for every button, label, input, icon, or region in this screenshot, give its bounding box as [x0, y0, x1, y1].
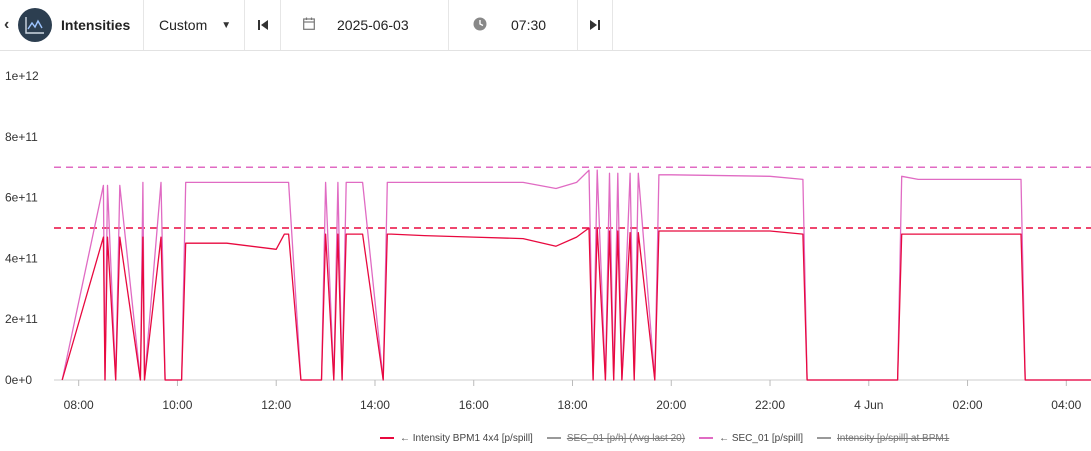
legend-item[interactable]: ← SEC_01 [p/spill]	[699, 433, 803, 444]
legend-label: Intensity [p/spill] at BPM1	[837, 432, 950, 444]
back-icon[interactable]: ‹	[4, 16, 10, 33]
x-tick-label: 14:00	[360, 398, 390, 412]
calendar-icon	[303, 17, 315, 33]
x-tick-label: 12:00	[261, 398, 291, 412]
time-picker[interactable]: 07:30	[449, 0, 578, 50]
date-picker[interactable]: 2025-06-03	[281, 0, 449, 50]
legend-swatch	[817, 437, 831, 439]
y-tick-label: 1e+12	[5, 69, 39, 83]
date-value: 2025-06-03	[337, 17, 409, 33]
chart-legend: ← Intensity BPM1 4x4 [p/spill] SEC_01 [p/…	[380, 430, 963, 446]
chevron-down-icon: ▼	[221, 19, 232, 31]
range-preset-value: Custom	[159, 17, 208, 33]
legend-swatch	[546, 437, 561, 439]
app-header: ‹ Intensities	[0, 0, 144, 50]
x-tick-label: 22:00	[755, 398, 785, 412]
app-title: Intensities	[61, 17, 131, 33]
time-value: 07:30	[511, 17, 547, 33]
legend-swatch	[380, 437, 394, 439]
y-tick-label: 6e+11	[5, 191, 38, 205]
x-tick-label: 20:00	[656, 398, 686, 412]
legend-label: ← Intensity BPM1 4x4 [p/spill]	[400, 432, 533, 444]
x-tick-label: 4 Jun	[854, 398, 883, 412]
legend-label: SEC_01 [p/h] (Avg last 20)	[566, 432, 686, 444]
legend-swatch	[699, 437, 714, 439]
x-tick-label: 04:00	[1051, 398, 1081, 412]
next-button[interactable]	[578, 0, 613, 50]
intensity-chart[interactable]: 0e+0 2e+11 4e+11 6e+11 8e+11 1e+12 08:00 10:00 1…	[0, 51, 1091, 426]
previous-button[interactable]	[245, 0, 281, 50]
series-line	[61, 169, 1091, 381]
skip-previous-icon	[257, 20, 268, 30]
y-tick-label: 8e+11	[5, 130, 38, 144]
range-preset-select[interactable]: Custom ▼	[144, 0, 245, 50]
clock-icon	[473, 17, 487, 34]
x-tick-label: 18:00	[557, 398, 587, 412]
toolbar: ‹ Intensities Custom ▼ 2025-06-03	[0, 0, 1091, 51]
x-tick-label: 08:00	[64, 398, 94, 412]
legend-item[interactable]: SEC_01 [p/h] (Avg last 20)	[546, 432, 686, 444]
app-logo-icon	[18, 8, 52, 42]
y-tick-label: 4e+11	[5, 251, 38, 265]
skip-next-icon	[590, 20, 600, 30]
x-tick-label: 16:00	[459, 398, 489, 412]
legend-item[interactable]: ← Intensity BPM1 4x4 [p/spill]	[380, 433, 533, 444]
y-tick-label: 0e+0	[5, 373, 32, 387]
legend-item[interactable]: Intensity [p/spill] at BPM1	[817, 433, 949, 444]
legend-label: ← SEC_01 [p/spill]	[719, 432, 803, 444]
x-tick-label: 10:00	[162, 398, 192, 412]
y-tick-label: 2e+11	[5, 312, 38, 326]
x-tick-label: 02:00	[953, 398, 983, 412]
series-line	[61, 227, 1091, 381]
